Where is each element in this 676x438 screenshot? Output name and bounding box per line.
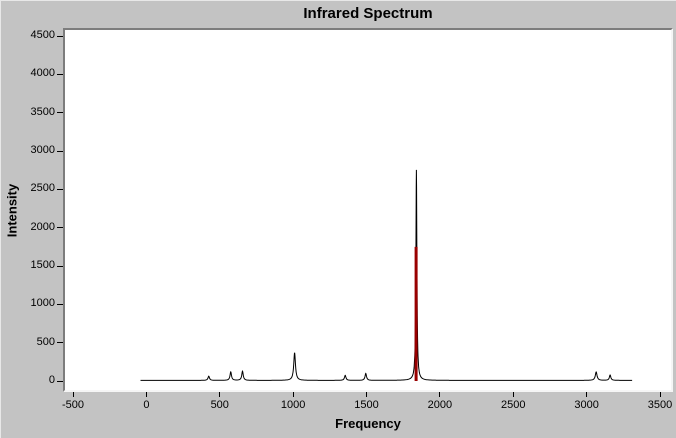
chart-title: Infrared Spectrum	[303, 5, 433, 22]
y-axis-tick-mark	[57, 188, 63, 190]
y-axis-tick-label: 4500	[30, 29, 55, 41]
y-axis-tick-label: 3000	[30, 144, 55, 156]
y-axis-tick-mark	[57, 150, 63, 152]
x-axis-tick-mark	[292, 392, 294, 397]
y-axis-tick-label: 3500	[30, 105, 55, 118]
y-axis-tick-label: 4000	[30, 67, 55, 80]
y-axis-tick-mark	[57, 303, 63, 305]
y-axis-tick-mark	[57, 265, 63, 267]
y-axis-tick-mark	[57, 112, 63, 114]
x-axis-tick-label: 2000	[427, 399, 453, 411]
x-axis-tick-mark	[586, 392, 588, 397]
x-axis-tick-label: 3000	[574, 399, 599, 411]
x-axis-tick-mark	[72, 392, 74, 397]
y-axis-tick-mark	[57, 380, 63, 382]
spectrum-curve	[140, 169, 633, 381]
x-axis-tick-label: 3500	[647, 399, 673, 411]
plot-area	[63, 28, 673, 392]
x-axis-tick-label: -500	[61, 399, 85, 411]
y-axis-tick-mark	[57, 227, 63, 229]
y-axis-tick-mark	[57, 73, 63, 75]
x-axis-tick-label: 0	[143, 399, 150, 411]
y-axis-tick-label: 1500	[30, 259, 55, 271]
x-axis-tick-mark	[512, 392, 514, 397]
x-axis-tick-label: 1000	[280, 399, 306, 411]
y-axis-tick-mark	[57, 342, 63, 344]
x-axis-tick-label: 2500	[501, 399, 526, 411]
y-axis-tick-label: 2500	[30, 182, 55, 195]
x-axis-tick-mark	[439, 392, 441, 397]
y-axis-tick-label: 0	[48, 374, 55, 386]
y-axis-tick-label: 2000	[30, 220, 55, 233]
y-axis-title: Intensity	[4, 183, 20, 238]
x-axis-title: Frequency	[335, 416, 401, 431]
y-axis-tick-label: 500	[36, 335, 55, 348]
x-axis-tick-mark	[366, 392, 367, 397]
x-axis-tick-mark	[659, 392, 661, 397]
y-axis-tick-label: 1000	[30, 297, 55, 310]
spectrum-plot	[140, 169, 633, 381]
x-axis-tick-label: 1500	[354, 399, 379, 411]
x-axis-tick-label: 500	[210, 399, 229, 411]
y-axis-tick-mark	[57, 35, 63, 37]
x-axis-tick-mark	[145, 392, 147, 397]
x-axis-tick-mark	[219, 392, 221, 397]
